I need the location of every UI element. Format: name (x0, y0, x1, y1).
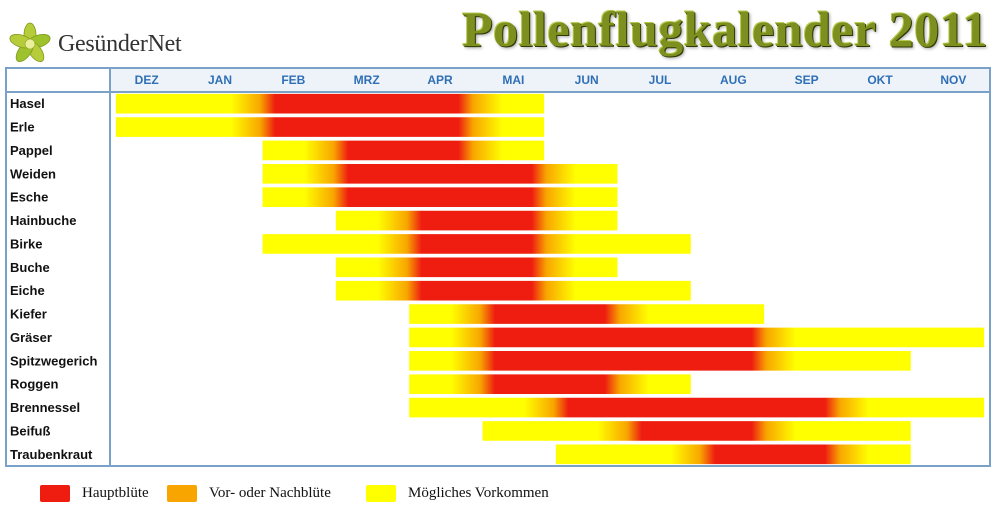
bar-hasel (115, 93, 545, 114)
bar-pappel (262, 140, 545, 161)
month-label-jun: JUN (575, 73, 599, 87)
legend-swatch-main (40, 485, 70, 502)
legend-swatch-pre-post (167, 485, 197, 502)
bar-birke (262, 234, 691, 254)
bar-buche (335, 257, 618, 278)
flower-logo-icon (9, 22, 51, 63)
row-label-kiefer: Kiefer (10, 307, 47, 322)
legend-item-pre-post: Vor- oder Nachblüte (167, 485, 331, 502)
row-label-beifu-: Beifuß (10, 423, 51, 438)
row-label-eiche: Eiche (10, 283, 45, 298)
month-label-jan: JAN (208, 73, 232, 87)
row-label-birke: Birke (10, 236, 43, 251)
row-label-pappel: Pappel (10, 143, 53, 158)
month-header (109, 67, 991, 93)
row-label-buche: Buche (10, 260, 50, 275)
row-label-hainbuche: Hainbuche (10, 213, 76, 228)
month-label-dez: DEZ (135, 73, 159, 87)
bar-beifu- (482, 421, 911, 441)
bar-gr-ser (409, 327, 985, 348)
bar-hainbuche (335, 210, 618, 231)
month-label-jul: JUL (649, 73, 672, 87)
bar-kiefer (409, 304, 765, 324)
month-label-feb: FEB (281, 73, 305, 87)
month-label-apr: APR (427, 73, 453, 87)
legend-label-possible: Mögliches Vorkommen (408, 485, 549, 501)
row-label-brennessel: Brennessel (10, 400, 80, 415)
row-label-weiden: Weiden (10, 166, 56, 181)
month-label-nov: NOV (940, 73, 966, 87)
month-label-okt: OKT (867, 73, 893, 87)
brand-name: GesünderNet (58, 30, 182, 57)
row-label-esche: Esche (10, 190, 48, 205)
bar-esche (262, 187, 618, 208)
row-label-traubenkraut: Traubenkraut (10, 447, 93, 462)
bar-weiden (262, 163, 618, 184)
bar-spitzwegerich (409, 350, 911, 371)
legend-label-pre-post: Vor- oder Nachblüte (209, 485, 331, 501)
legend-label-main: Hauptblüte (82, 485, 149, 501)
legend-item-main: Hauptblüte (40, 485, 149, 502)
row-label-hasel: Hasel (10, 96, 45, 111)
row-label-roggen: Roggen (10, 377, 58, 392)
bar-erle (115, 117, 545, 137)
page-title: Pollenflugkalender 2011 (462, 1, 988, 57)
month-label-sep: SEP (795, 73, 819, 87)
bar-brennessel (409, 397, 985, 418)
bar-eiche (335, 280, 691, 301)
bar-roggen (409, 374, 691, 395)
month-label-mrz: MRZ (354, 73, 380, 87)
bar-traubenkraut (555, 444, 911, 465)
month-label-mai: MAI (502, 73, 524, 87)
row-label-gr-ser: Gräser (10, 330, 52, 345)
brand-logo: GesünderNet (8, 22, 182, 66)
row-label-erle: Erle (10, 120, 35, 135)
month-label-aug: AUG (720, 73, 747, 87)
legend: Hauptblüte Vor- oder Nachblüte Mögliches… (0, 481, 1000, 509)
legend-item-possible: Mögliches Vorkommen (366, 485, 549, 502)
pollen-calendar-chart: DEZ JAN FEB MRZ APR MAI JUN JUL AUG SEP OKT NOV Hase… (5, 67, 991, 467)
row-label-spitzwegerich: Spitzwegerich (10, 353, 97, 368)
legend-swatch-possible (366, 485, 396, 502)
